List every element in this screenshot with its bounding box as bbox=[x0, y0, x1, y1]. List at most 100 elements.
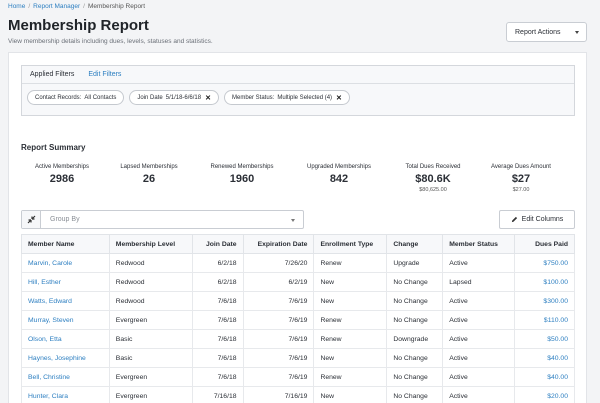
breadcrumb-separator: / bbox=[83, 3, 85, 10]
summary-stat: Lapsed Memberships 26 bbox=[99, 164, 199, 185]
member-name-link[interactable]: Haynes, Josephine bbox=[21, 348, 110, 368]
summary-stat: Renewed Memberships 1960 bbox=[192, 164, 292, 185]
filter-chip-value: Multiple Selected (4) bbox=[277, 94, 333, 101]
member-name-link[interactable]: Bell, Christine bbox=[21, 367, 110, 387]
filter-chip[interactable]: Contact Records: All Contacts bbox=[27, 90, 125, 105]
table-row: Murray, Steven Evergreen 7/6/18 7/6/19 Renew… bbox=[21, 310, 575, 330]
table-cell: Active bbox=[442, 329, 516, 349]
report-summary-title: Report Summary bbox=[21, 143, 86, 152]
table-row: Bell, Christine Evergreen 7/6/18 7/6/19 Rene… bbox=[21, 367, 575, 387]
table-cell: Basic bbox=[108, 329, 193, 349]
table-cell: 7/6/19 bbox=[242, 329, 315, 349]
member-name-link[interactable]: Olson, Etta bbox=[21, 329, 110, 349]
summary-stat: Total Dues Received $80.6K $80,625.00 bbox=[383, 164, 483, 193]
summary-stat: Active Memberships 2986 bbox=[12, 164, 112, 185]
table-cell: 7/6/18 bbox=[191, 367, 244, 387]
column-header[interactable]: Join Date bbox=[191, 234, 244, 254]
table-cell: New bbox=[313, 272, 388, 292]
table-cell: Redwood bbox=[108, 272, 193, 292]
filter-chips: Contact Records: All Contacts Join Date 5/1… bbox=[22, 84, 574, 111]
column-header[interactable]: Membership Level bbox=[108, 234, 193, 254]
stat-value: $27 bbox=[511, 173, 531, 185]
column-header[interactable]: Dues Paid bbox=[514, 234, 575, 254]
stat-label: Active Memberships bbox=[34, 164, 90, 170]
table-cell: 7/26/20 bbox=[242, 253, 315, 273]
table-cell: Redwood bbox=[108, 253, 193, 273]
table-cell: Renew bbox=[313, 329, 388, 349]
edit-columns-button[interactable]: Edit Columns bbox=[499, 210, 575, 229]
table-cell: 7/6/19 bbox=[242, 310, 315, 330]
table-cell: No Change bbox=[386, 310, 444, 330]
stat-label: Total Dues Received bbox=[405, 164, 461, 170]
filter-chip-value: 5/1/18-6/6/18 bbox=[165, 94, 202, 101]
report-actions-button[interactable]: Report Actions bbox=[506, 22, 587, 42]
filter-chip[interactable]: Member Status: Multiple Selected (4) ✕ bbox=[223, 90, 350, 105]
table-cell: 7/16/18 bbox=[191, 386, 244, 403]
applied-filters-label: Applied Filters bbox=[30, 71, 75, 78]
breadcrumb-separator: / bbox=[28, 3, 31, 10]
table-cell: 6/2/19 bbox=[242, 272, 315, 292]
dues-paid-link[interactable]: $40.00 bbox=[514, 367, 575, 387]
member-name-link[interactable]: Hill, Esther bbox=[21, 272, 110, 292]
member-name-link[interactable]: Hunter, Clara bbox=[21, 386, 110, 403]
close-icon[interactable]: ✕ bbox=[205, 94, 211, 102]
table-cell: Active bbox=[442, 386, 516, 403]
table-row: Haynes, Josephine Basic 7/6/18 7/6/19 New No … bbox=[21, 348, 575, 368]
filters-header: Applied Filters Edit Filters bbox=[22, 66, 574, 84]
breadcrumb-report-manager-link[interactable]: Report Manager bbox=[33, 3, 81, 10]
membership-table: Member Name Membership Level Join Date Expi… bbox=[21, 234, 575, 403]
table-cell: No Change bbox=[386, 386, 444, 403]
stat-label: Renewed Memberships bbox=[210, 164, 274, 170]
table-cell: Active bbox=[442, 310, 516, 330]
table-cell: 7/6/18 bbox=[191, 310, 244, 330]
filter-chip[interactable]: Join Date 5/1/18-6/6/18 ✕ bbox=[129, 90, 219, 105]
table-row: Hunter, Clara Evergreen 7/16/18 7/16/19 New N… bbox=[21, 386, 575, 403]
table-cell: 7/16/19 bbox=[242, 386, 315, 403]
chevron-down-icon bbox=[291, 219, 295, 222]
table-cell: Active bbox=[442, 348, 516, 368]
member-name-link[interactable]: Murray, Steven bbox=[21, 310, 110, 330]
group-by-select[interactable]: Group By bbox=[21, 210, 304, 229]
edit-columns-label: Edit Columns bbox=[521, 216, 564, 223]
column-header[interactable]: Member Status bbox=[442, 234, 516, 254]
stat-subvalue: $27.00 bbox=[512, 187, 530, 193]
breadcrumb-current: Membership Report bbox=[87, 3, 146, 10]
stat-value: 2986 bbox=[49, 173, 75, 185]
collapse-arrows-icon[interactable] bbox=[22, 211, 41, 228]
table-row: Hill, Esther Redwood 6/2/18 6/2/19 New No Cha… bbox=[21, 272, 575, 292]
dues-paid-link[interactable]: $300.00 bbox=[514, 291, 575, 311]
table-cell: 7/6/19 bbox=[242, 367, 315, 387]
table-cell: Downgrade bbox=[386, 329, 444, 349]
table-cell: Active bbox=[442, 367, 516, 387]
column-header[interactable]: Expiration Date bbox=[242, 234, 315, 254]
dues-paid-link[interactable]: $40.00 bbox=[514, 348, 575, 368]
stat-label: Upgraded Memberships bbox=[306, 164, 372, 170]
filter-chip-value: All Contacts bbox=[84, 94, 117, 101]
member-name-link[interactable]: Watts, Edward bbox=[21, 291, 110, 311]
dues-paid-link[interactable]: $50.00 bbox=[514, 329, 575, 349]
table-cell: New bbox=[313, 386, 388, 403]
table-cell: Basic bbox=[108, 348, 193, 368]
dues-paid-link[interactable]: $110.00 bbox=[514, 310, 575, 330]
dues-paid-link[interactable]: $750.00 bbox=[514, 253, 575, 273]
table-cell: New bbox=[313, 348, 388, 368]
breadcrumb-home-link[interactable]: Home bbox=[8, 3, 26, 10]
dues-paid-link[interactable]: $20.00 bbox=[514, 386, 575, 403]
dues-paid-link[interactable]: $100.00 bbox=[514, 272, 575, 292]
table-cell: No Change bbox=[386, 348, 444, 368]
stat-subvalue: $80,625.00 bbox=[419, 187, 447, 193]
stat-value: 26 bbox=[142, 173, 156, 185]
page-title: Membership Report bbox=[8, 17, 149, 34]
table-cell: Upgrade bbox=[386, 253, 444, 273]
table-cell: 7/6/19 bbox=[242, 348, 315, 368]
table-cell: 7/6/18 bbox=[191, 291, 244, 311]
column-header[interactable]: Enrollment Type bbox=[313, 234, 388, 254]
column-header[interactable]: Member Name bbox=[21, 234, 110, 254]
stat-value: 842 bbox=[329, 173, 349, 185]
member-name-link[interactable]: Marvin, Carole bbox=[21, 253, 110, 273]
column-header[interactable]: Change bbox=[386, 234, 444, 254]
edit-filters-link[interactable]: Edit Filters bbox=[88, 71, 122, 78]
stat-label: Average Dues Amount bbox=[491, 164, 551, 170]
table-cell: 6/2/18 bbox=[191, 272, 244, 292]
close-icon[interactable]: ✕ bbox=[336, 94, 342, 102]
